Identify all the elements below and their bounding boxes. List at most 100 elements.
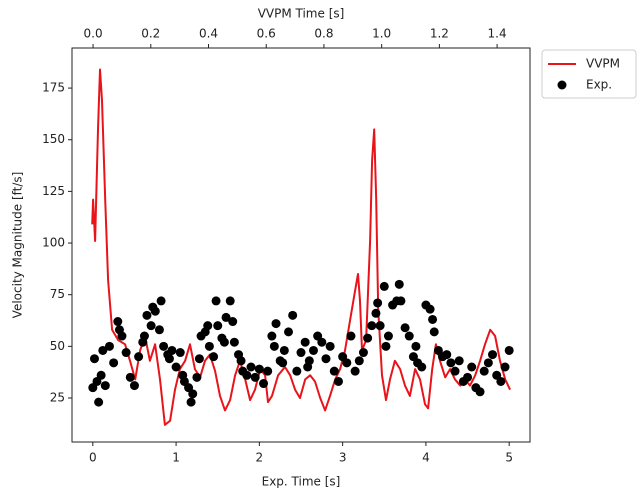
scatter-point	[425, 304, 435, 314]
scatter-point	[167, 345, 177, 355]
scatter-point	[333, 376, 343, 386]
scatter-point	[203, 321, 213, 331]
scatter-point	[483, 358, 493, 368]
scatter-point	[142, 310, 152, 320]
scatter-point	[417, 362, 427, 372]
legend-swatch	[557, 80, 567, 90]
scatter-point	[446, 358, 456, 368]
x2-tick-label: 0.2	[141, 27, 160, 41]
scatter-point	[229, 337, 239, 347]
scatter-point	[350, 366, 360, 376]
scatter-point	[373, 298, 383, 308]
x2-tick-label: 0.0	[84, 27, 103, 41]
scatter-point	[125, 372, 135, 382]
scatter-point	[475, 387, 485, 397]
scatter-point	[325, 341, 335, 351]
x-tick-label: 4	[422, 451, 430, 465]
scatter-point	[121, 348, 131, 358]
scatter-point	[504, 345, 514, 355]
scatter-point	[496, 376, 506, 386]
x-tick-label: 5	[505, 451, 513, 465]
scatter-point	[228, 317, 238, 327]
scatter-point	[96, 370, 106, 380]
scatter-point	[428, 314, 438, 324]
scatter-point	[113, 317, 123, 327]
scatter-point	[296, 348, 306, 358]
plot-frame	[71, 47, 531, 443]
scatter-point	[269, 341, 279, 351]
scatter-point	[192, 372, 202, 382]
scatter-point	[304, 356, 314, 366]
x2-tick-label: 0.8	[314, 27, 333, 41]
scatter-point	[109, 358, 119, 368]
scatter-point	[284, 327, 294, 337]
scatter-point	[292, 366, 302, 376]
x-tick-label: 1	[172, 451, 180, 465]
scatter-point	[171, 362, 181, 372]
x2-tick-label: 0.6	[257, 27, 276, 41]
scatter-point	[463, 372, 473, 382]
x2-tick-label: 1.4	[488, 27, 507, 41]
scatter-point	[139, 331, 149, 341]
scatter-point	[164, 354, 174, 364]
x2-tick-label: 1.0	[372, 27, 391, 41]
scatter-point	[404, 331, 414, 341]
y-tick-label: 50	[50, 339, 65, 353]
x2-tick-label: 1.2	[430, 27, 449, 41]
scatter-point	[250, 372, 260, 382]
scatter-point	[146, 321, 156, 331]
scatter-point	[367, 321, 377, 331]
x-axis-label: Exp. Time [s]	[262, 475, 341, 489]
scatter-point	[242, 370, 252, 380]
scatter-point	[259, 379, 269, 389]
scatter-point	[394, 279, 404, 289]
scatter-point	[278, 358, 288, 368]
scatter-point	[429, 327, 439, 337]
scatter-point	[154, 325, 164, 335]
y-tick-label: 150	[42, 132, 65, 146]
scatter-point	[279, 345, 289, 355]
scatter-point	[454, 356, 464, 366]
scatter-point	[381, 341, 391, 351]
y-tick-label: 75	[50, 287, 65, 301]
scatter-point	[354, 356, 364, 366]
scatter-point	[308, 345, 318, 355]
scatter-point	[411, 341, 421, 351]
scatter-point	[346, 331, 356, 341]
scatter-point	[400, 323, 410, 333]
scatter-point	[150, 306, 160, 316]
scatter-point	[175, 348, 185, 358]
scatter-point	[194, 354, 204, 364]
scatter-point	[396, 296, 406, 306]
scatter-point	[383, 331, 393, 341]
scatter-point	[342, 358, 352, 368]
scatter-point	[219, 337, 229, 347]
scatter-point	[186, 397, 196, 407]
scatter-point	[94, 397, 104, 407]
scatter-point	[288, 310, 298, 320]
scatter-point	[317, 337, 327, 347]
scatter-point	[267, 331, 277, 341]
scatter-point	[209, 352, 219, 362]
y-axis-label: Velocity Magnitude [ft/s]	[11, 172, 25, 319]
y-tick-label: 100	[42, 236, 65, 250]
y-tick-label: 175	[42, 81, 65, 95]
scatter-point	[236, 356, 246, 366]
scatter-point	[442, 350, 452, 360]
scatter-point	[89, 354, 99, 364]
scatter-point	[211, 296, 221, 306]
line	[91, 68, 512, 426]
scatter-point	[159, 341, 169, 351]
scatter-point	[100, 381, 110, 391]
scatter-point	[358, 348, 368, 358]
scatter-point	[98, 345, 108, 355]
scatter-point	[254, 364, 264, 374]
legend-label: VVPM	[586, 57, 620, 71]
y-tick-label: 25	[50, 390, 65, 404]
scatter-point	[271, 319, 281, 329]
scatter-point	[300, 337, 310, 347]
scatter-point	[104, 341, 114, 351]
scatter-point	[156, 296, 166, 306]
